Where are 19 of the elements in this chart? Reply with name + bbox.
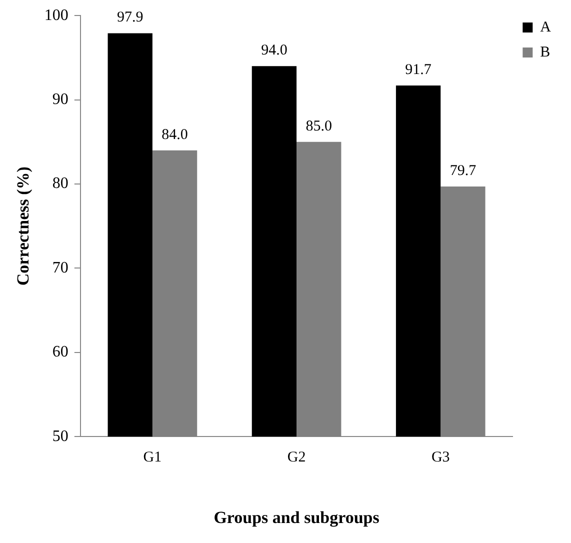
x-tick-label: G1 [143, 450, 162, 466]
legend-label: B [540, 44, 550, 60]
x-tick-label: G2 [287, 450, 306, 466]
data-label: 97.9 [116, 10, 144, 26]
y-tick-label: 90 [52, 91, 68, 108]
y-tick-label: 60 [52, 344, 68, 361]
y-tick-label: 100 [44, 6, 68, 24]
x-tick-label: G3 [431, 450, 450, 466]
data-label: 91.7 [405, 62, 432, 78]
y-tick-label: 50 [52, 428, 68, 445]
data-label: 84.0 [162, 126, 188, 143]
y-tick-label: 80 [52, 175, 68, 192]
y-tick-label: 70 [52, 259, 68, 276]
data-label: 85.0 [306, 118, 332, 134]
data-label: 79.7 [450, 162, 477, 179]
y-axis-title: Correctness (%) [14, 166, 33, 286]
x-axis-title: Groups and subgroups [214, 508, 380, 528]
data-label: 94.0 [261, 42, 288, 59]
legend-label: A [540, 19, 552, 36]
